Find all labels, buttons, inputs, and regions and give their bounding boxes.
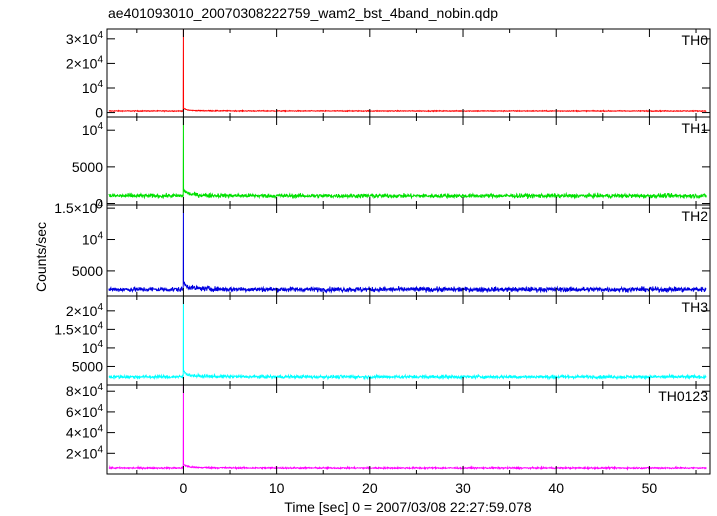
panel-label: TH0123 — [658, 388, 708, 404]
series-line-th0123 — [108, 385, 707, 471]
y-tick-label: 6×104 — [66, 403, 104, 420]
y-tick-label: 0 — [95, 105, 103, 121]
y-tick-label: 2×104 — [66, 54, 104, 71]
y-tick-label: 1.5×104 — [54, 199, 103, 216]
x-tick-label: 10 — [269, 480, 285, 496]
y-tick-label: 5000 — [72, 358, 103, 374]
panel-th2: 5000 104 1.5×104 TH2 — [54, 199, 711, 297]
series-line-th2 — [108, 205, 707, 294]
panel-frame — [106, 204, 711, 297]
y-tick-label: 2×104 — [66, 444, 104, 461]
y-tick-label: 2×104 — [66, 302, 104, 319]
series-line-th0 — [108, 29, 707, 113]
y-tick-label: 3×104 — [66, 30, 104, 47]
panel-label: TH2 — [682, 208, 709, 224]
x-tick-label: 0 — [180, 480, 188, 496]
series-line-th3 — [108, 296, 707, 381]
x-tick-label: 20 — [362, 480, 378, 496]
panel-frame — [106, 295, 711, 386]
panel-frame — [106, 116, 711, 206]
figure-title: ae401093010_20070308222759_wam2_bst_4ban… — [108, 5, 498, 21]
y-tick-label: 5000 — [72, 263, 103, 279]
panel-th0: 0 104 2×104 3×104 TH0 — [66, 28, 711, 121]
panel-frame — [106, 384, 711, 475]
y-tick-label: 5000 — [72, 159, 103, 175]
x-tick-label: 40 — [548, 480, 564, 496]
y-tick-label: 104 — [82, 121, 104, 138]
y-axis-label: Counts/sec — [33, 222, 49, 292]
y-tick-label: 0 — [95, 196, 103, 212]
panel-label: TH1 — [682, 120, 709, 136]
panel-th1: 0 5000 104 TH1 — [72, 116, 711, 212]
y-tick-label: 4×104 — [66, 424, 104, 441]
x-axis-label: Time [sec] 0 = 2007/03/08 22:27:59.078 — [284, 499, 532, 515]
y-tick-label: 104 — [82, 231, 104, 248]
x-tick-label: 30 — [455, 480, 471, 496]
panel-label: TH0 — [682, 32, 709, 48]
y-tick-label: 104 — [82, 79, 104, 96]
y-tick-label: 8×104 — [66, 382, 104, 399]
panel-label: TH3 — [682, 299, 709, 315]
panel-frame — [106, 28, 711, 118]
y-tick-label: 104 — [82, 339, 104, 356]
y-tick-label: 1.5×104 — [54, 320, 103, 337]
x-tick-label: 50 — [642, 480, 658, 496]
series-line-th1 — [108, 117, 707, 200]
panel-th0123: 2×104 4×104 6×104 8×104 TH0123 — [66, 382, 711, 475]
